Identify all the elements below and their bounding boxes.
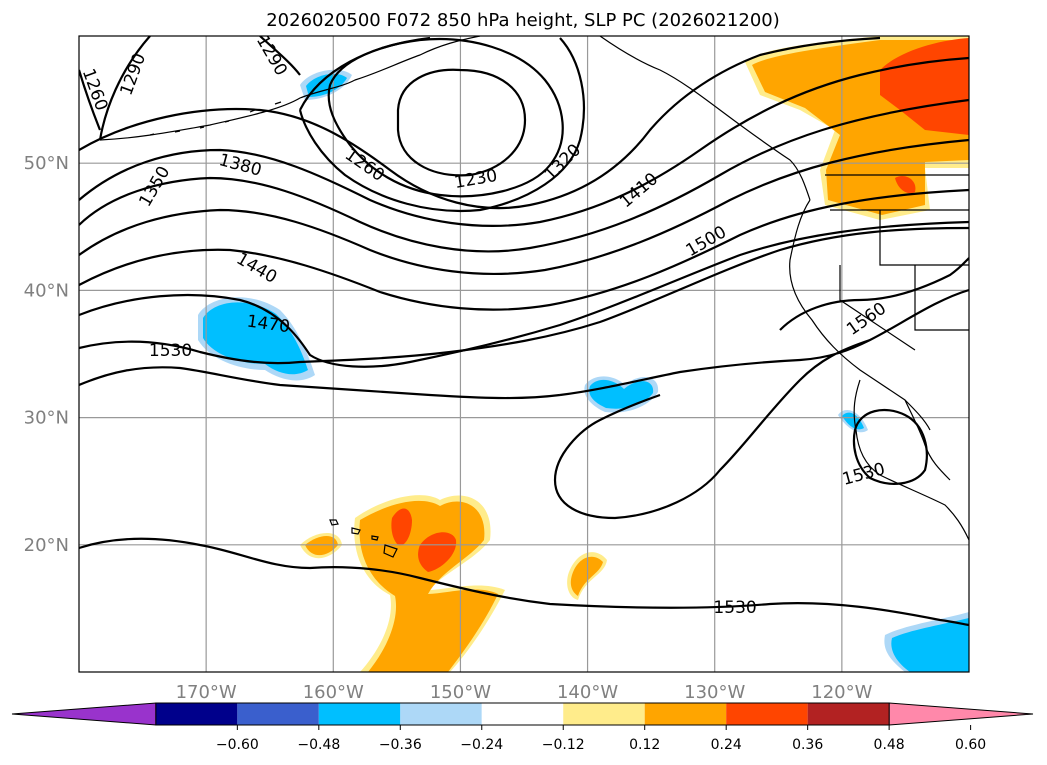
contour-label: 1530	[713, 598, 756, 618]
contour-1530-south	[79, 537, 969, 627]
colorbar-bin	[400, 703, 482, 725]
contour-1440	[79, 188, 969, 311]
contour-1530-loop	[553, 288, 969, 520]
state-border-4	[914, 265, 969, 331]
lon-tick-label: 120°W	[811, 682, 872, 703]
contour-1290-b	[259, 36, 301, 76]
contour-1290-a	[298, 36, 586, 213]
contour-1260-b	[79, 69, 102, 131]
positive-anomaly-hawaii-inner1	[391, 508, 412, 546]
contour-1410	[79, 138, 969, 276]
contour-1290-c	[98, 36, 151, 141]
contour-label-text: 1410	[616, 169, 662, 212]
contour-1500	[79, 226, 969, 365]
colorbar-extension-low	[11, 702, 157, 726]
colorbar-tick-label: −0.36	[379, 737, 422, 753]
contour-label-text: 1500	[683, 222, 730, 261]
negative-anomaly-se-inner	[891, 618, 969, 672]
negative-anomaly-baja-inner	[842, 412, 864, 430]
colorbar-tick-label: −0.48	[297, 737, 340, 753]
contour-label-text: 1290	[117, 51, 151, 98]
contour-label: 1290	[117, 51, 151, 98]
coastlines	[99, 36, 969, 558]
lon-tick-label: 150°W	[430, 682, 491, 703]
lon-tick-label: 140°W	[557, 682, 618, 703]
negative-anomaly-gulf-inner	[306, 73, 347, 97]
colorbar-extension-high	[888, 702, 1034, 726]
contour-label-text: 1350	[135, 163, 174, 210]
colorbar-tick-label: 0.36	[792, 737, 823, 753]
contour-1560	[779, 257, 969, 331]
colorbar-frame	[155, 702, 890, 726]
contour-1380	[79, 98, 969, 253]
contour-label: 1530	[840, 459, 887, 490]
colorbar-bin	[644, 703, 727, 725]
contour-label-text: 1260	[78, 66, 112, 113]
contour-1230	[396, 68, 527, 177]
positive-anomaly-hawaii-inner2	[418, 532, 457, 572]
colorbar: −0.60 −0.48 −0.36 −0.24 −0.12 0.12 0.24 0.36 0.4…	[11, 702, 1034, 753]
state-border-2	[879, 210, 969, 266]
contour-label: 1530	[149, 341, 192, 361]
lon-tick-labels: 170°W 160°W 150°W 140°W 130°W 120°W	[176, 682, 873, 703]
colorbar-tick-label: 0.24	[711, 737, 742, 753]
alaska-coast	[99, 36, 481, 141]
alaska-panhandle-coast	[599, 36, 811, 201]
gulf-california-coast	[904, 399, 951, 481]
lon-tick-label: 130°W	[684, 682, 745, 703]
contour-label-text: 1530	[840, 459, 887, 490]
contour-1530-top	[79, 366, 561, 400]
colorbar-bin	[726, 703, 808, 725]
lat-tick-label: 20°N	[24, 535, 69, 556]
positive-anomaly-small2-mid	[570, 556, 603, 596]
contour-label-text: 1530	[149, 341, 192, 361]
contour-label: 1260	[78, 66, 112, 113]
lat-tick-label: 40°N	[24, 280, 69, 301]
hawaii-islands	[329, 519, 398, 558]
colorbar-bin	[563, 703, 645, 725]
contour-label: 1230	[453, 166, 499, 193]
colorbar-tick-label: 0.12	[629, 737, 660, 753]
map-frame	[78, 35, 970, 673]
lon-tick-label: 170°W	[176, 682, 237, 703]
positive-anomaly-ne-spot	[895, 175, 916, 194]
contour-1470	[79, 220, 969, 368]
lat-tick-label: 30°N	[24, 408, 69, 429]
anomaly-fills	[198, 36, 969, 672]
positive-anomaly-small1-mid	[305, 535, 338, 556]
colorbar-tick-label: −0.12	[542, 737, 585, 753]
colorbar-bin	[237, 703, 319, 725]
colorbar-tick-label: 0.48	[874, 737, 905, 753]
contour-label-text: 1530	[713, 598, 756, 618]
contour-label-text: 1290	[252, 32, 291, 79]
contour-1350	[79, 56, 969, 227]
colorbar-bin	[318, 703, 401, 725]
contour-label: 1350	[135, 163, 174, 210]
lon-tick-label: 160°W	[303, 682, 364, 703]
aleutian-islands	[149, 101, 282, 136]
colorbar-tick-label: −0.60	[216, 737, 259, 753]
colorbar-tick-label: 0.60	[955, 737, 986, 753]
height-contours	[79, 36, 969, 627]
baja-coast	[853, 379, 969, 541]
colorbar-bin	[155, 703, 238, 725]
chart-title: 2026020500 F072 850 hPa height, SLP PC (…	[266, 10, 780, 31]
contour-1320	[79, 36, 881, 210]
contour-label: 1500	[683, 222, 730, 261]
lat-tick-labels: 50°N 40°N 30°N 20°N	[24, 153, 69, 556]
contour-label: 1290	[252, 32, 291, 79]
colorbar-bin	[807, 703, 890, 725]
colorbar-tick-label: −0.24	[460, 737, 503, 753]
colorbar-bin	[481, 703, 564, 725]
state-border-3	[839, 265, 916, 351]
contour-label-text: 1230	[453, 166, 499, 193]
lat-tick-label: 50°N	[24, 153, 69, 174]
contour-1530-baja	[852, 408, 928, 485]
positive-anomaly-hawaii-mid	[359, 500, 498, 672]
contour-label: 1410	[616, 169, 662, 212]
